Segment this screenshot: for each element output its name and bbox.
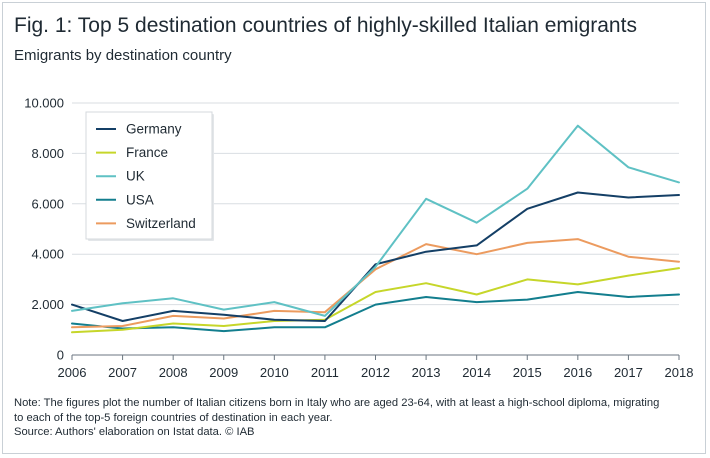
source-line: Source: Authors' elaboration on Istat da…: [14, 426, 255, 438]
x-tick-label: 2014: [462, 365, 491, 380]
x-tick-label: 2009: [209, 365, 238, 380]
chart-note: Note: The figures plot the number of Ita…: [14, 396, 694, 440]
x-tick-label: 2018: [665, 365, 694, 380]
legend-label-switzerland: Switzerland: [126, 216, 196, 231]
note-line-1: Note: The figures plot the number of Ita…: [14, 397, 660, 409]
x-tick-label: 2008: [159, 365, 188, 380]
series-line-uk: [71, 124, 680, 317]
x-tick-label: 2011: [311, 365, 339, 380]
x-tick-label: 2006: [58, 365, 87, 380]
y-tick-label: 2.000: [31, 297, 64, 312]
x-tick-label: 2010: [260, 365, 289, 380]
x-tick-label: 2017: [614, 365, 643, 380]
x-tick-label: 2007: [108, 365, 137, 380]
legend: Germany France UK USA Switzerland: [85, 111, 214, 241]
series-line-germany: [71, 191, 680, 322]
line-chart: 0 2.000 4.000 6.000 8.000 10.000 2006 2007 2008…: [24, 96, 694, 381]
y-tick-label: 10.000: [24, 96, 64, 111]
x-axis-tick-labels: 2006 2007 2008 2009 2010 2011 2012 2013 2014 2015…: [58, 355, 694, 380]
legend-label-uk: UK: [126, 169, 145, 184]
y-tick-label: 6.000: [31, 196, 64, 211]
x-tick-label: 2012: [361, 365, 390, 380]
x-tick-label: 2015: [513, 365, 542, 380]
series-line-switzerland: [71, 238, 680, 329]
note-line-2: to each of the top-5 foreign countries o…: [14, 411, 333, 424]
y-axis-tick-labels: 0 2.000 4.000 6.000 8.000 10.000: [24, 96, 64, 363]
chart-title: Fig. 1: Top 5 destination countries of h…: [14, 14, 637, 37]
series-line-usa: [71, 291, 680, 333]
series-lines: [71, 124, 680, 334]
series-line-france: [71, 267, 680, 334]
chart-subtitle: Emigrants by destination country: [14, 47, 232, 64]
y-tick-label: 4.000: [31, 247, 64, 262]
x-tick-label: 2013: [412, 365, 441, 380]
legend-label-germany: Germany: [126, 122, 182, 137]
legend-label-france: France: [126, 145, 168, 160]
y-tick-label: 8.000: [31, 146, 64, 161]
x-tick-label: 2016: [563, 365, 592, 380]
y-tick-label: 0: [57, 348, 64, 363]
legend-label-usa: USA: [126, 192, 154, 207]
